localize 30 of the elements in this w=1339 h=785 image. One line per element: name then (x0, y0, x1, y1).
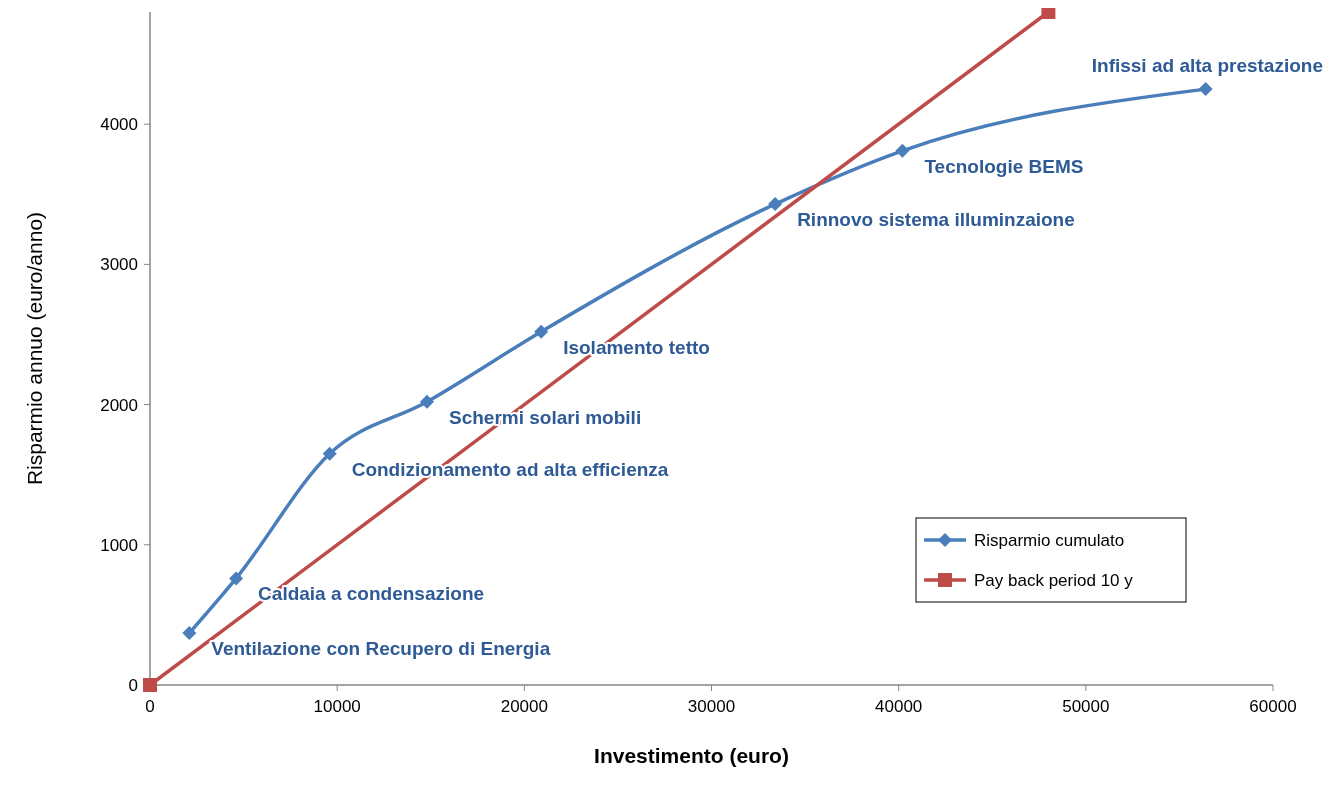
y-tick-label: 4000 (100, 115, 138, 135)
annotation: Tecnologie BEMS (924, 155, 1084, 177)
point (322, 446, 337, 461)
x-tick-label: 50000 (1062, 697, 1110, 716)
legend-label: Risparmio cumulato (974, 531, 1125, 550)
y-tick-label: 0 (128, 676, 138, 695)
y-tick-label: 2000 (100, 395, 138, 415)
point (1198, 82, 1213, 97)
y-tick-label: 3000 (100, 255, 138, 275)
point (420, 394, 435, 409)
annotation: Ventilazione con Recupero di Energia (211, 638, 551, 660)
point (895, 143, 910, 158)
x-tick-label: 40000 (875, 697, 923, 716)
x-axis-title: Investimento (euro) (594, 744, 789, 767)
x-tick-label: 10000 (313, 697, 361, 716)
y-tick-label: 1000 (100, 535, 138, 555)
x-tick-label: 0 (145, 697, 155, 716)
point (143, 678, 157, 692)
point (534, 324, 549, 339)
point (768, 197, 783, 212)
point (1041, 8, 1056, 19)
annotation: Infissi ad alta prestazione (1091, 55, 1323, 77)
annotation: Rinnovo sistema illuminzaione (797, 209, 1075, 231)
x-tick-label: 20000 (500, 697, 548, 716)
legend-label: Pay back period 10 y (974, 571, 1134, 590)
point (229, 571, 244, 586)
point (182, 626, 197, 641)
x-tick-label: 60000 (1249, 697, 1297, 716)
x-tick-label: 30000 (687, 697, 736, 716)
y-axis-title: Risparmio annuo (euro/anno) (23, 211, 46, 486)
